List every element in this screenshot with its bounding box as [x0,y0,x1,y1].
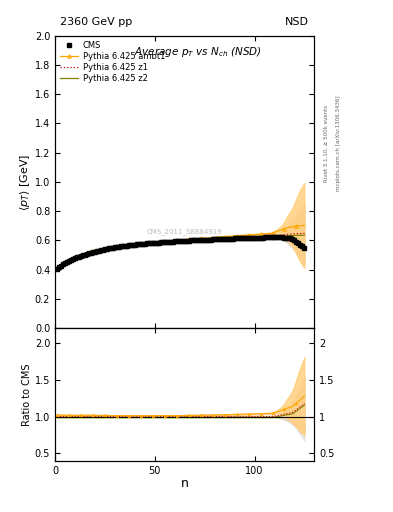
Text: Rivet 3.1.10, ≥ 500k events: Rivet 3.1.10, ≥ 500k events [324,105,329,182]
Pythia 6.425 z1 [300,230,305,237]
Pythia 6.425 z1 [286,231,291,237]
Pythia 6.425 ambt1 [55,265,59,271]
Pythia 6.425 z2 [262,235,267,241]
Pythia 6.425 ambt1 [262,231,267,237]
Line: Pythia 6.425 z1: Pythia 6.425 z1 [57,233,305,269]
Pythia 6.425 z2 [55,266,59,272]
X-axis label: n: n [181,477,189,490]
Pythia 6.425 z1 [268,234,273,240]
Text: Average $p_T$ vs $N_{ch}$ (NSD): Average $p_T$ vs $N_{ch}$ (NSD) [134,45,262,58]
Y-axis label: Ratio to CMS: Ratio to CMS [22,363,32,425]
Text: 2360 GeV pp: 2360 GeV pp [60,17,132,27]
Pythia 6.425 ambt1 [286,224,291,230]
Text: mcplots.cern.ch [arXiv:1306.3436]: mcplots.cern.ch [arXiv:1306.3436] [336,96,341,191]
Pythia 6.425 z2 [302,232,307,238]
Pythia 6.425 z1 [302,230,307,237]
Pythia 6.425 z2 [268,235,273,241]
Pythia 6.425 ambt1 [119,242,123,248]
Line: Pythia 6.425 ambt1: Pythia 6.425 ambt1 [55,224,306,269]
Pythia 6.425 z1 [55,266,59,272]
Pythia 6.425 z1 [112,244,117,250]
Y-axis label: $\langle p_T\rangle$ [GeV]: $\langle p_T\rangle$ [GeV] [18,153,32,210]
Text: CMS_2011_S8884919: CMS_2011_S8884919 [147,228,222,235]
Legend: CMS, Pythia 6.425 ambt1, Pythia 6.425 z1, Pythia 6.425 z2: CMS, Pythia 6.425 ambt1, Pythia 6.425 z1… [58,39,167,85]
Pythia 6.425 ambt1 [112,243,117,249]
Text: NSD: NSD [285,17,309,27]
Pythia 6.425 z2 [208,238,213,244]
Pythia 6.425 z2 [119,244,123,250]
Pythia 6.425 z2 [112,245,117,251]
Line: Pythia 6.425 z2: Pythia 6.425 z2 [57,235,305,269]
Pythia 6.425 ambt1 [208,234,213,241]
Pythia 6.425 z1 [208,237,213,243]
Pythia 6.425 ambt1 [302,222,307,228]
Pythia 6.425 ambt1 [268,230,273,237]
Pythia 6.425 z1 [119,243,123,249]
Pythia 6.425 z2 [286,232,291,239]
Pythia 6.425 z1 [262,234,267,240]
